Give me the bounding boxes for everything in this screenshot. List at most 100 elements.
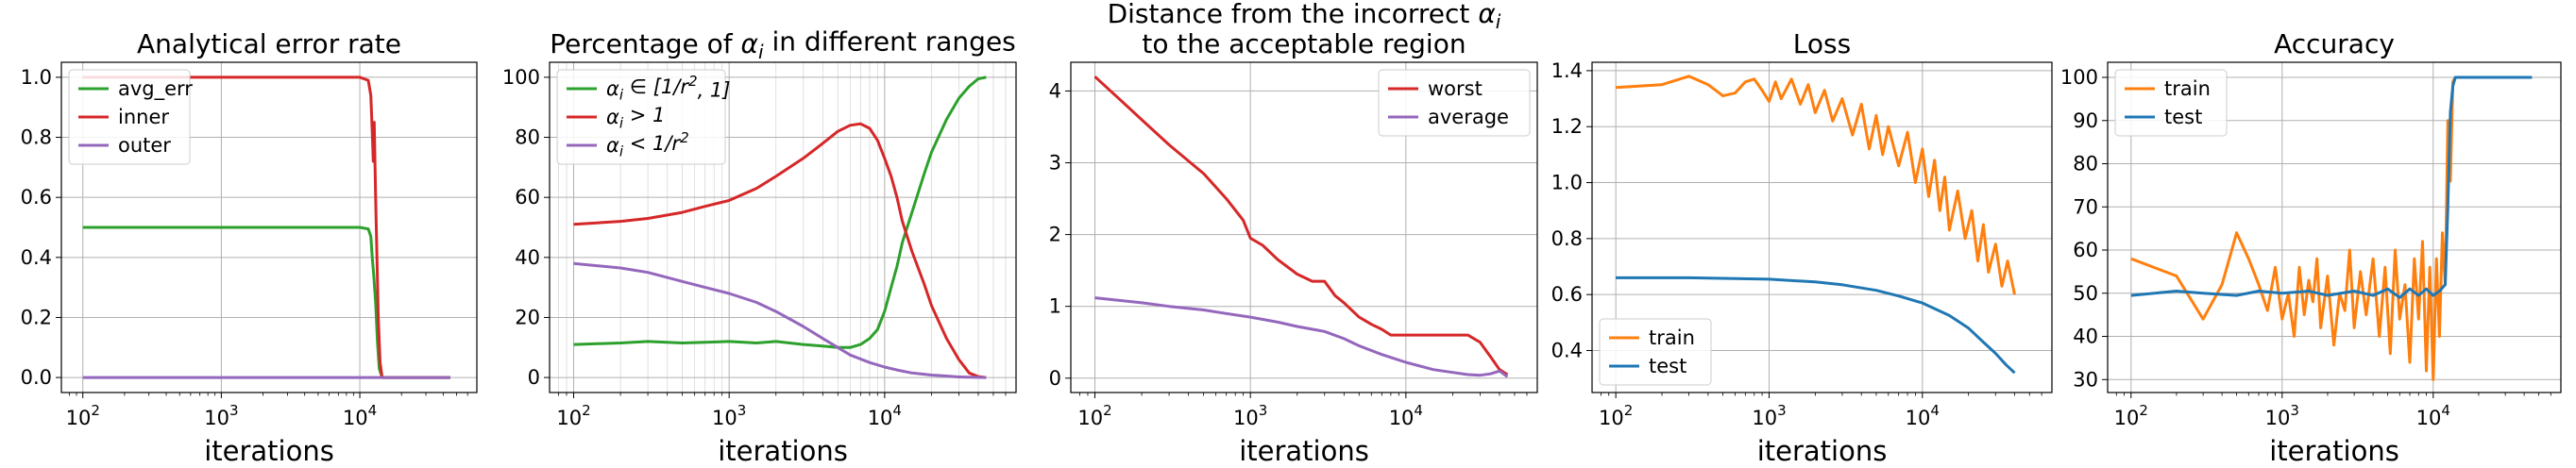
x-tick-label: 104	[343, 402, 377, 429]
y-tick-label: 20	[515, 306, 540, 328]
x-axis-label: iterations	[204, 435, 334, 467]
chart-title: Analytical error rate	[137, 28, 401, 59]
y-tick-label: 50	[2073, 282, 2098, 305]
legend-label: inner	[118, 106, 169, 128]
plot-frame	[60, 61, 478, 393]
y-tick-label: 0.4	[1551, 340, 1583, 362]
legend: worst average	[1378, 69, 1531, 137]
y-tick-label: 100	[502, 66, 540, 89]
y-tick-label: 60	[515, 186, 540, 209]
legend-box	[1599, 318, 1712, 386]
x-tick-label: 103	[1233, 402, 1267, 429]
chart-panel-accuracy: 102 103 104 30 40 50 60 70 80 90 100 Accuracy iterat…	[2060, 28, 2562, 467]
y-tick-label: 0	[528, 366, 540, 389]
x-tick-label: 104	[1389, 402, 1423, 429]
y-tick-label: 0.6	[21, 186, 52, 209]
legend-box	[1378, 69, 1531, 137]
series-group	[573, 75, 987, 379]
chart-title: Percentage of αi​ in different ranges	[550, 26, 1016, 63]
x-tick-label: 103	[1752, 402, 1786, 429]
y-tick-label: 90	[2073, 109, 2098, 132]
x-axis-label: iterations	[1757, 435, 1888, 467]
y-tick-label: 40	[2073, 326, 2098, 348]
legend-label: test	[1649, 355, 1686, 377]
y-tick-label: 0.8	[1551, 227, 1583, 250]
legend-label: worst	[1428, 77, 1483, 100]
x-tick-label: 104	[868, 402, 902, 429]
legend: train test	[2114, 69, 2228, 137]
series-group	[82, 75, 450, 379]
y-tick-label: 70	[2073, 195, 2098, 218]
x-axis-label: iterations	[1239, 435, 1369, 467]
y-tick-label: 30	[2073, 368, 2098, 391]
y-tick-label: 0.0	[21, 366, 52, 389]
series-group	[1093, 75, 1509, 378]
y-tick-label: 40	[515, 246, 540, 269]
chart-title: Accuracy	[2274, 28, 2395, 59]
y-tick-label: 0.6	[1551, 283, 1583, 306]
plot-frame	[1070, 61, 1538, 393]
x-tick-label: 103	[204, 402, 238, 429]
y-tick-label: 0.2	[21, 306, 52, 328]
x-axis-label: iterations	[718, 435, 848, 467]
y-tick-label: 1.0	[21, 66, 52, 89]
y-tick-label: 2	[1049, 224, 1061, 246]
y-tick-label: 80	[2073, 153, 2098, 176]
x-tick-label: 102	[2114, 402, 2148, 429]
x-tick-label: 103	[2265, 402, 2299, 429]
y-tick-label: 100	[2060, 66, 2098, 89]
y-tick-label: 0	[1049, 367, 1061, 390]
plot-frame	[549, 61, 1017, 393]
series-line-alpha-i-1-r-2	[573, 261, 987, 379]
series-line-test	[2130, 75, 2533, 299]
chart-panel-analytical-error-rate: 102 103 104 0.0 0.2 0.4 0.6 0.8 1.0 Analytical er…	[21, 28, 478, 467]
series-line-alpha-i-1	[573, 122, 987, 379]
x-tick-label: 102	[556, 402, 590, 429]
chart-panel-loss: 102 103 104 0.4 0.6 0.8 1.0 1.2 1.4 Loss iteration…	[1551, 28, 2053, 467]
legend-label: αi​ > 1	[606, 104, 665, 131]
series-line-alpha-i-in-1-r-2-1	[573, 75, 987, 349]
series-group	[2130, 75, 2533, 381]
legend-label: average	[1428, 106, 1509, 128]
y-tick-label: 1.0	[1551, 172, 1583, 194]
legend-label: αi​ ∈ [1/r2​, 1]	[606, 73, 730, 104]
y-tick-label: 1.2	[1551, 115, 1583, 138]
legend: αi​ ∈ [1/r2​, 1]αi​ > 1αi​ < 1/r2​	[556, 69, 730, 165]
y-tick-label: 4	[1049, 79, 1061, 102]
legend-label: avg_err	[118, 77, 193, 101]
legend-label: train	[2164, 77, 2211, 100]
x-tick-label: 104	[2416, 402, 2450, 429]
series-group	[1616, 75, 2016, 375]
y-tick-label: 3	[1049, 152, 1061, 175]
plot-frame	[2107, 61, 2562, 393]
x-tick-label: 102	[1599, 402, 1633, 429]
chart-panel-alpha-ranges: 102 103 104 0 20 40 60 80 100 Percentage of αi​ i…	[502, 26, 1017, 467]
legend: train test	[1599, 318, 1712, 386]
chart-title: to the acceptable region	[1142, 28, 1466, 59]
legend-box	[2114, 69, 2228, 137]
chart-title: Distance from the incorrect αi​	[1108, 0, 1501, 33]
plot-frame	[1591, 61, 2053, 393]
y-tick-label: 1.4	[1551, 59, 1583, 82]
legend-label: test	[2164, 106, 2202, 128]
series-line-train	[1616, 75, 2016, 295]
chart-title: Loss	[1793, 28, 1851, 59]
legend-label: outer	[118, 134, 171, 157]
legend-label: train	[1649, 326, 1695, 349]
series-line-average	[1094, 296, 1509, 378]
x-tick-label: 104	[1906, 402, 1940, 429]
series-line-worst	[1093, 75, 1509, 376]
legend-label: αi​ < 1/r2​	[606, 129, 689, 160]
chart-panel-distance: 102 103 104 0 1 2 3 4 Distance from the incorrec…	[1049, 0, 1538, 467]
series-line-test	[1616, 276, 2016, 375]
legend-box	[68, 69, 191, 165]
legend-box	[556, 69, 726, 165]
series-line-inner	[82, 75, 450, 379]
y-tick-label: 80	[515, 126, 540, 149]
x-tick-label: 102	[66, 402, 100, 429]
y-tick-label: 0.4	[21, 246, 52, 269]
series-line-avg-err	[82, 226, 450, 379]
y-tick-label: 0.8	[21, 126, 52, 149]
